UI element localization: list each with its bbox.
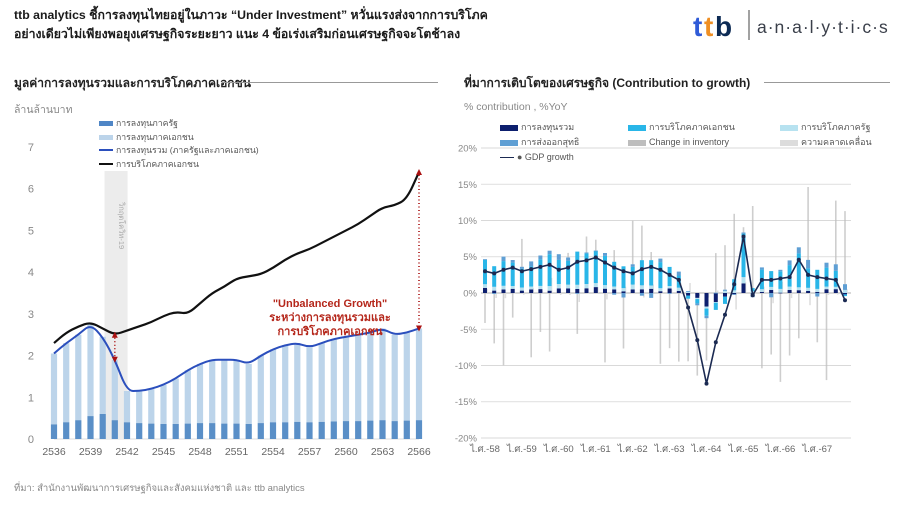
svg-text:ไ.ศ.-66: ไ.ศ.-66 xyxy=(764,443,795,455)
svg-text:-10%: -10% xyxy=(455,361,478,372)
svg-text:0%: 0% xyxy=(463,289,477,300)
svg-text:ไ.ศ.-67: ไ.ศ.-67 xyxy=(801,443,832,455)
svg-text:2557: 2557 xyxy=(298,446,322,458)
svg-text:วิกฤตโควิท-19: วิกฤตโควิท-19 xyxy=(117,201,126,249)
svg-text:a·n·a·l·y·t·i·c·s: a·n·a·l·y·t·i·c·s xyxy=(757,17,889,37)
svg-text:2542: 2542 xyxy=(115,446,139,458)
svg-text:2566: 2566 xyxy=(407,446,431,458)
svg-text:-15%: -15% xyxy=(455,397,478,408)
svg-text:0: 0 xyxy=(28,434,34,446)
svg-text:10%: 10% xyxy=(458,216,478,227)
svg-text:ไ.ศ.-59: ไ.ศ.-59 xyxy=(506,443,537,455)
svg-text:20%: 20% xyxy=(458,144,478,155)
svg-text:2548: 2548 xyxy=(188,446,212,458)
svg-text:1: 1 xyxy=(28,392,34,404)
svg-text:ไ.ศ.-63: ไ.ศ.-63 xyxy=(654,443,685,455)
svg-text:t: t xyxy=(704,11,713,42)
svg-text:ระหว่างการลงทุนรวมและ: ระหว่างการลงทุนรวมและ xyxy=(269,312,391,325)
svg-text:5%: 5% xyxy=(463,252,477,263)
svg-text:-5%: -5% xyxy=(460,325,477,336)
svg-text:2560: 2560 xyxy=(334,446,358,458)
svg-text:2554: 2554 xyxy=(261,446,285,458)
svg-text:การบริโภคภาคเอกชน: การบริโภคภาคเอกชน xyxy=(278,324,383,338)
svg-text:2551: 2551 xyxy=(225,446,249,458)
svg-text:4: 4 xyxy=(28,267,34,279)
svg-text:t: t xyxy=(693,11,702,42)
svg-text:"Unbalanced Growth": "Unbalanced Growth" xyxy=(273,298,387,310)
svg-text:2545: 2545 xyxy=(152,446,176,458)
svg-text:ไ.ศ.-65: ไ.ศ.-65 xyxy=(728,443,759,455)
svg-text:b: b xyxy=(715,11,732,42)
svg-text:3: 3 xyxy=(28,309,34,321)
svg-text:7: 7 xyxy=(28,142,34,154)
svg-text:ไ.ศ.-64: ไ.ศ.-64 xyxy=(691,443,722,455)
svg-text:2563: 2563 xyxy=(371,446,395,458)
svg-text:6: 6 xyxy=(28,184,34,196)
svg-text:ไ.ศ.-61: ไ.ศ.-61 xyxy=(580,443,611,455)
svg-text:ไ.ศ.-58: ไ.ศ.-58 xyxy=(469,443,500,455)
svg-text:2536: 2536 xyxy=(42,446,66,458)
svg-text:ไ.ศ.-60: ไ.ศ.-60 xyxy=(543,443,574,455)
svg-text:-20%: -20% xyxy=(455,434,478,445)
svg-text:2539: 2539 xyxy=(79,446,103,458)
svg-text:2: 2 xyxy=(28,351,34,363)
svg-text:15%: 15% xyxy=(458,180,478,191)
svg-text:5: 5 xyxy=(28,225,34,237)
svg-text:ไ.ศ.-62: ไ.ศ.-62 xyxy=(617,443,648,455)
